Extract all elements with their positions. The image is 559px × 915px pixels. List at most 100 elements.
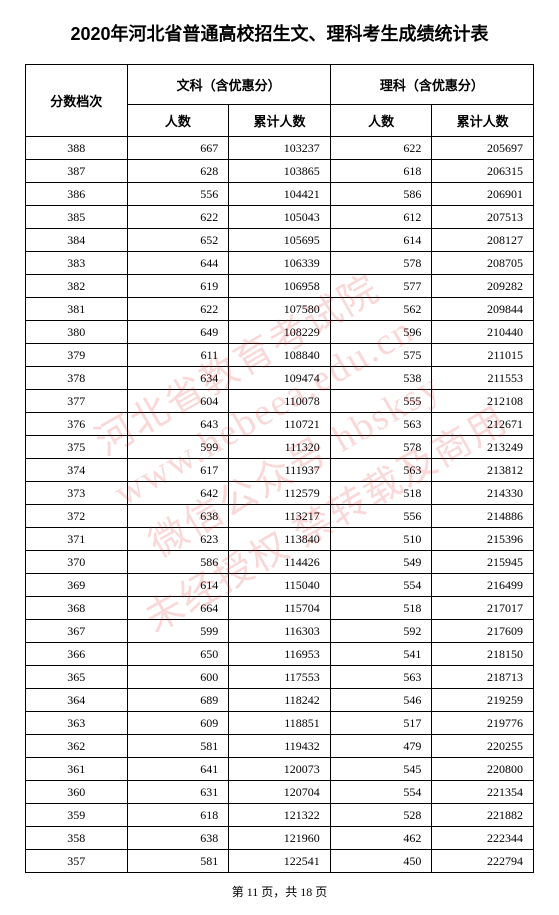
cell-arts-cumulative: 118851	[229, 712, 331, 735]
cell-arts-cumulative: 110078	[229, 390, 331, 413]
cell-score: 385	[26, 206, 128, 229]
table-body: 3886671032376222056973876281038656182063…	[26, 137, 534, 873]
cell-arts-cumulative: 117553	[229, 666, 331, 689]
cell-science-count: 612	[330, 206, 432, 229]
cell-science-count: 563	[330, 459, 432, 482]
cell-arts-count: 631	[127, 781, 229, 804]
table-header: 分数档次 文科（含优惠分） 理科（含优惠分） 人数 累计人数 人数 累计人数	[26, 65, 534, 137]
cell-science-count: 618	[330, 160, 432, 183]
cell-arts-count: 650	[127, 643, 229, 666]
cell-arts-cumulative: 112579	[229, 482, 331, 505]
cell-science-count: 555	[330, 390, 432, 413]
cell-score: 365	[26, 666, 128, 689]
table-row: 379611108840575211015	[26, 344, 534, 367]
cell-arts-count: 617	[127, 459, 229, 482]
cell-science-cumulative: 217609	[432, 620, 534, 643]
cell-science-count: 541	[330, 643, 432, 666]
cell-arts-count: 638	[127, 505, 229, 528]
cell-score: 380	[26, 321, 128, 344]
table-row: 381622107580562209844	[26, 298, 534, 321]
cell-science-count: 554	[330, 574, 432, 597]
cell-science-count: 562	[330, 298, 432, 321]
cell-science-cumulative: 214886	[432, 505, 534, 528]
header-arts-count: 人数	[127, 105, 229, 137]
table-row: 366650116953541218150	[26, 643, 534, 666]
cell-arts-count: 628	[127, 160, 229, 183]
cell-score: 386	[26, 183, 128, 206]
header-arts-group: 文科（含优惠分）	[127, 65, 330, 105]
cell-score: 373	[26, 482, 128, 505]
table-row: 370586114426549215945	[26, 551, 534, 574]
table-row: 384652105695614208127	[26, 229, 534, 252]
cell-arts-cumulative: 111320	[229, 436, 331, 459]
cell-science-count: 528	[330, 804, 432, 827]
cell-arts-cumulative: 105043	[229, 206, 331, 229]
cell-arts-count: 664	[127, 597, 229, 620]
cell-arts-count: 667	[127, 137, 229, 160]
cell-arts-count: 623	[127, 528, 229, 551]
cell-score: 362	[26, 735, 128, 758]
cell-score: 372	[26, 505, 128, 528]
table-row: 363609118851517219776	[26, 712, 534, 735]
cell-arts-cumulative: 109474	[229, 367, 331, 390]
cell-arts-count: 599	[127, 436, 229, 459]
cell-arts-cumulative: 104421	[229, 183, 331, 206]
cell-arts-count: 604	[127, 390, 229, 413]
cell-science-count: 578	[330, 436, 432, 459]
cell-science-cumulative: 209844	[432, 298, 534, 321]
cell-science-count: 563	[330, 413, 432, 436]
cell-arts-cumulative: 121322	[229, 804, 331, 827]
cell-science-count: 578	[330, 252, 432, 275]
table-row: 359618121322528221882	[26, 804, 534, 827]
cell-science-cumulative: 219259	[432, 689, 534, 712]
cell-arts-cumulative: 107580	[229, 298, 331, 321]
table-row: 388667103237622205697	[26, 137, 534, 160]
score-table: 分数档次 文科（含优惠分） 理科（含优惠分） 人数 累计人数 人数 累计人数 3…	[25, 64, 534, 873]
cell-score: 381	[26, 298, 128, 321]
cell-arts-count: 618	[127, 804, 229, 827]
cell-science-cumulative: 220255	[432, 735, 534, 758]
cell-arts-cumulative: 103865	[229, 160, 331, 183]
cell-arts-count: 600	[127, 666, 229, 689]
cell-arts-count: 689	[127, 689, 229, 712]
cell-arts-cumulative: 106339	[229, 252, 331, 275]
cell-science-count: 450	[330, 850, 432, 873]
cell-science-count: 556	[330, 505, 432, 528]
cell-score: 359	[26, 804, 128, 827]
cell-arts-count: 581	[127, 735, 229, 758]
cell-score: 370	[26, 551, 128, 574]
cell-science-cumulative: 211015	[432, 344, 534, 367]
cell-science-cumulative: 213249	[432, 436, 534, 459]
cell-arts-cumulative: 116953	[229, 643, 331, 666]
cell-arts-cumulative: 115040	[229, 574, 331, 597]
cell-arts-cumulative: 116303	[229, 620, 331, 643]
cell-science-cumulative: 206901	[432, 183, 534, 206]
table-row: 361641120073545220800	[26, 758, 534, 781]
cell-science-count: 518	[330, 482, 432, 505]
cell-score: 376	[26, 413, 128, 436]
cell-science-cumulative: 207513	[432, 206, 534, 229]
cell-arts-count: 622	[127, 206, 229, 229]
cell-science-cumulative: 219776	[432, 712, 534, 735]
cell-score: 357	[26, 850, 128, 873]
cell-arts-count: 634	[127, 367, 229, 390]
cell-science-cumulative: 220800	[432, 758, 534, 781]
cell-science-cumulative: 221354	[432, 781, 534, 804]
table-row: 380649108229596210440	[26, 321, 534, 344]
cell-arts-count: 581	[127, 850, 229, 873]
cell-score: 361	[26, 758, 128, 781]
cell-score: 388	[26, 137, 128, 160]
cell-score: 374	[26, 459, 128, 482]
table-row: 364689118242546219259	[26, 689, 534, 712]
cell-score: 369	[26, 574, 128, 597]
cell-arts-count: 586	[127, 551, 229, 574]
cell-arts-cumulative: 121960	[229, 827, 331, 850]
cell-arts-count: 641	[127, 758, 229, 781]
cell-science-cumulative: 206315	[432, 160, 534, 183]
cell-science-count: 518	[330, 597, 432, 620]
cell-science-cumulative: 213812	[432, 459, 534, 482]
cell-science-cumulative: 216499	[432, 574, 534, 597]
cell-science-cumulative: 221882	[432, 804, 534, 827]
cell-science-cumulative: 208127	[432, 229, 534, 252]
cell-arts-cumulative: 108840	[229, 344, 331, 367]
